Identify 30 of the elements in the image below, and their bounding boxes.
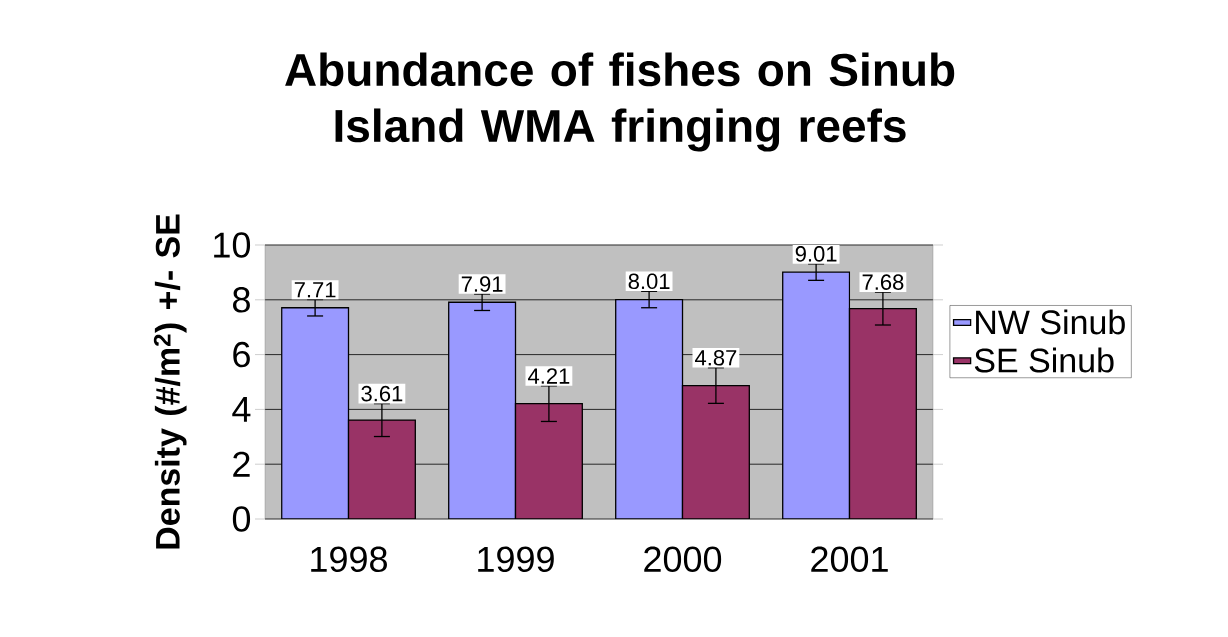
y-tick-label: 0 [232,506,251,532]
data-label: 3.61 [361,385,403,402]
bar [782,271,851,519]
x-tick-label: 2001 [811,546,888,573]
legend-label: NW Sinub [976,309,1125,335]
chart-title: Abundance of fishes on Sinub Island WMA fringing reefs [285,52,955,152]
y-tick-label: 4 [232,397,251,422]
y-tick-label: 2 [233,451,250,477]
y-tick-label: 6 [233,341,250,368]
bar [615,299,683,519]
data-label: 9.01 [795,246,837,262]
bar [682,385,750,519]
data-label: 7.71 [294,282,336,298]
x-tick-label: 1998 [311,546,387,573]
bar [281,307,349,519]
bar [515,403,583,519]
y-tick-label: 10 [214,232,251,258]
data-label: 4.21 [528,368,570,384]
x-tick-label: 1999 [478,546,554,573]
x-tick-label: 2000 [644,546,722,573]
bar [848,307,917,519]
data-label: 4.87 [695,349,737,366]
y-axis-title: Density (#/m$^{2}$) +/- SE [153,214,187,549]
data-label: 7.68 [862,274,904,290]
data-label: 8.01 [628,273,670,290]
y-tick-label: 8 [233,287,250,313]
data-label: 7.91 [461,276,503,292]
bar [448,302,516,519]
legend-label: SE Sinub [974,347,1114,373]
bar [348,420,416,519]
